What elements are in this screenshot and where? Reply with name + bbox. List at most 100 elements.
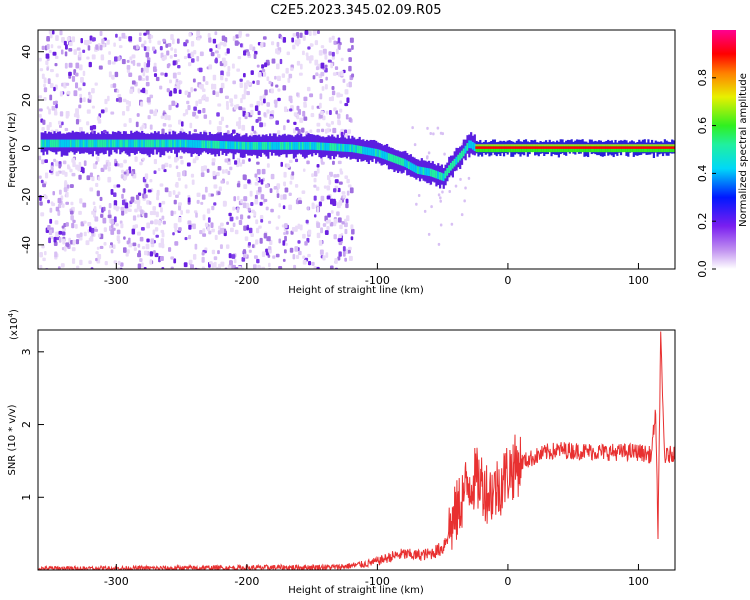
spectrogram-noise-cell bbox=[346, 97, 350, 104]
spectrogram-noise-cell bbox=[173, 210, 177, 215]
spectrogram-noise-cell bbox=[313, 184, 317, 188]
spectrogram-noise-cell bbox=[280, 161, 283, 167]
ridge-core-edge bbox=[475, 144, 675, 146]
spectrogram-noise-cell bbox=[168, 90, 173, 97]
spectrogram-noise-cell bbox=[260, 194, 265, 200]
spectrogram-noise-cell bbox=[168, 104, 172, 111]
spectrogram-noise-cell bbox=[283, 125, 286, 131]
spectrogram-noise-cell bbox=[64, 62, 68, 69]
spectrogram-noise-cell bbox=[328, 110, 332, 116]
spectrogram-noise-cell bbox=[254, 198, 259, 205]
spectrogram-noise-cell bbox=[216, 112, 220, 117]
ridge-inner-cell bbox=[73, 139, 76, 148]
spectrogram-noise-cell bbox=[336, 211, 340, 216]
spectrogram-noise-cell bbox=[318, 50, 323, 56]
ridge-inner-cell bbox=[177, 139, 180, 148]
ridge-inner-cell bbox=[58, 139, 62, 148]
spectrogram-noise-cell bbox=[80, 77, 84, 83]
spectrogram-noise-cell bbox=[57, 120, 62, 125]
spectrogram-noise-cell bbox=[155, 234, 159, 238]
spectrogram-noise-cell bbox=[39, 252, 43, 258]
spectrogram-noise-cell bbox=[253, 211, 257, 217]
ridge-inner-cell bbox=[365, 147, 369, 155]
spectrogram-noise-cell bbox=[196, 30, 201, 37]
spectrogram-noise-cell bbox=[254, 50, 258, 55]
spectrogram-noise-cell bbox=[116, 184, 121, 188]
spectrogram-noise-cell bbox=[53, 158, 57, 163]
ridge-inner-cell bbox=[236, 141, 239, 150]
spectrogram-noise-cell bbox=[95, 251, 99, 255]
spectrogram-noise-cell bbox=[173, 258, 177, 264]
spectrogram-noise-cell bbox=[294, 158, 299, 163]
spectrogram-noise-cell bbox=[115, 206, 119, 212]
spectrogram-noise-cell bbox=[107, 176, 112, 183]
spectrogram-noise-cell bbox=[276, 189, 279, 194]
spectrogram-noise-cell bbox=[346, 178, 350, 184]
spectrogram-noise-cell bbox=[319, 102, 322, 109]
spectrogram-noise-cell bbox=[348, 81, 352, 88]
spectrogram-noise-cell bbox=[86, 109, 91, 114]
spectrogram-noise-cell bbox=[223, 41, 227, 47]
ridge-inner-cell bbox=[415, 165, 418, 174]
spectrogram-noise-cell bbox=[233, 104, 237, 110]
spectrogram-noise-cell bbox=[110, 224, 114, 229]
ridge-inner-cell bbox=[86, 139, 89, 148]
spectrogram-noise-cell bbox=[91, 54, 96, 60]
snr-xtick-label: 0 bbox=[504, 575, 511, 588]
spectrogram-noise-cell bbox=[243, 184, 248, 190]
spectrogram-noise-cell bbox=[164, 162, 169, 168]
spectrogram-noise-cell bbox=[49, 207, 53, 213]
spectrogram-noise-cell bbox=[154, 219, 158, 225]
spectrogram-noise-cell bbox=[307, 261, 312, 266]
spectrogram-noise-cell bbox=[48, 49, 52, 54]
spectrogram-noise-cell bbox=[239, 78, 243, 82]
spectrogram-noise-cell bbox=[299, 224, 303, 231]
spectrogram-noise-cell bbox=[193, 88, 197, 92]
spectrogram-noise-cell bbox=[156, 196, 160, 201]
spectrogram-noise-cell bbox=[116, 229, 121, 235]
spectrogram-noise-cell bbox=[348, 246, 352, 251]
spectrogram-noise-cell bbox=[349, 187, 354, 194]
spectrogram-noise-cell bbox=[75, 110, 79, 116]
ridge-inner-cell bbox=[170, 139, 173, 148]
spectrogram-noise-cell bbox=[219, 244, 223, 250]
spectrogram-noise-cell bbox=[162, 122, 167, 127]
spectrogram-noise-cell bbox=[46, 67, 49, 71]
spectrogram-noise-cell bbox=[122, 98, 127, 103]
spectrogram-noise-cell bbox=[333, 218, 338, 224]
spectrogram-noise-cell bbox=[85, 240, 90, 246]
ridge-inner-cell bbox=[53, 139, 56, 148]
spectrogram-noise-cell bbox=[65, 242, 70, 248]
spectrogram-noise-cell bbox=[42, 257, 46, 262]
spectrogram-noise-cell bbox=[286, 119, 290, 123]
spectrogram-noise-cell bbox=[206, 208, 211, 214]
spectrogram-noise-cell bbox=[149, 179, 153, 183]
spectrogram-noise-cell bbox=[320, 62, 325, 69]
ridge-inner-cell bbox=[303, 142, 306, 150]
colorbar-tick-label: 0.8 bbox=[696, 69, 709, 87]
spectrogram-noise-cell bbox=[218, 120, 223, 126]
spectrogram-noise-cell bbox=[143, 67, 147, 72]
ridge-inner-cell bbox=[460, 150, 464, 159]
spectrogram-noise-cell bbox=[336, 92, 341, 98]
spectrogram-noise-cell bbox=[241, 267, 244, 269]
spectrogram-noise-cell bbox=[186, 49, 190, 53]
spectrogram-noise-cell bbox=[71, 36, 76, 43]
ridge-inner-cell bbox=[420, 166, 423, 175]
spectrogram-noise-cell bbox=[53, 86, 56, 92]
spectrogram-noise-cell bbox=[336, 48, 339, 55]
spectrogram-noise-cell bbox=[345, 203, 349, 209]
spectrogram-noise-cell bbox=[167, 115, 171, 121]
spectrogram-noise-cell bbox=[192, 254, 197, 260]
ridge-inner-cell bbox=[181, 139, 184, 148]
spectrogram-noise-cell bbox=[164, 114, 168, 121]
ridge-inner-cell bbox=[269, 142, 272, 150]
spectrogram-noise-cell bbox=[327, 59, 332, 63]
spectrogram-noise-cell bbox=[139, 236, 144, 242]
spectrogram-noise-cell bbox=[71, 247, 76, 252]
spectrogram-noise-cell bbox=[223, 229, 227, 234]
spectrogram-noise-cell bbox=[333, 107, 337, 112]
spectrogram-noise-cell bbox=[231, 129, 236, 134]
ridge-inner-cell bbox=[252, 142, 255, 150]
ridge-inner-cell bbox=[367, 147, 370, 156]
